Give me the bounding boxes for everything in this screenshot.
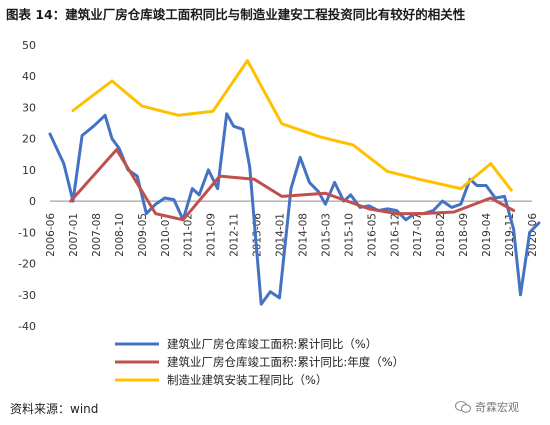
x-tick-label: 2012-11: [229, 213, 241, 257]
y-tick-label: 20: [22, 133, 36, 146]
x-tick-label: 2018-02: [435, 213, 447, 257]
y-tick-label: -10: [18, 226, 36, 239]
axes: -40 -30 -20 -10 0 10 20 30 40 50 2006-06 2007-01 200…: [18, 39, 539, 333]
x-tick-label: 2020-06: [527, 213, 539, 257]
watermark-text: 奇霖宏观: [475, 401, 519, 414]
x-tick-label: 2009-05: [137, 213, 149, 257]
x-tick-label: 2011-02: [183, 213, 195, 257]
x-tick-label: 2011-09: [206, 213, 218, 257]
x-tick-label: 2010-07: [160, 213, 172, 257]
y-tick-label: 30: [22, 101, 36, 114]
legend: 建筑业厂房仓库竣工面积:累计同比（%） 建筑业厂房仓库竣工面积:累计同比:年度（%…: [115, 337, 404, 387]
source-note: 资料来源：wind: [10, 402, 99, 416]
legend-label-2: 建筑业厂房仓库竣工面积:累计同比:年度（%）: [167, 355, 404, 369]
x-tick-label: 2014-08: [297, 213, 309, 257]
x-tick-label: 2006-06: [45, 213, 57, 257]
x-tick-label: 2008-10: [114, 213, 126, 257]
x-tick-label: 2016-12: [389, 213, 401, 257]
x-tick-label: 2019-04: [481, 213, 493, 257]
x-tick-label: 2007-01: [68, 213, 80, 257]
y-tick-label: 0: [29, 195, 36, 208]
y-tick-label: -40: [18, 320, 36, 333]
figure-title: 图表 14：建筑业厂房仓库竣工面积同比与制造业建安工程投资同比有较好的相关性: [6, 7, 466, 22]
legend-label-1: 建筑业厂房仓库竣工面积:累计同比（%）: [167, 337, 377, 351]
series-line-3: [71, 59, 513, 192]
x-tick-label: 2016-05: [366, 213, 378, 257]
x-tick-label: 2018-09: [458, 213, 470, 257]
x-tick-label: 2017-07: [412, 213, 424, 257]
series-line-1: [48, 112, 541, 306]
series-line-2: [69, 148, 516, 222]
series-lines: [48, 59, 541, 306]
x-tick-label: 2007-08: [91, 213, 103, 257]
legend-label-3: 制造业建筑安装工程同比（%）: [167, 373, 327, 387]
x-tick-label: 2015-03: [320, 213, 332, 257]
y-tick-label: 50: [22, 39, 36, 52]
x-tick-label: 2015-10: [343, 213, 355, 257]
y-tick-label: -30: [18, 289, 36, 302]
y-tick-label: -20: [18, 258, 36, 271]
y-tick-label: 10: [22, 164, 36, 177]
y-tick-label: 40: [22, 70, 36, 83]
watermark: 奇霖宏观: [455, 399, 519, 415]
wechat-logo-icon: [455, 401, 471, 413]
